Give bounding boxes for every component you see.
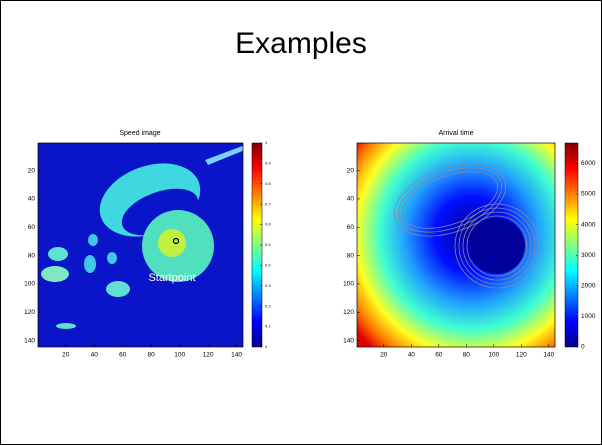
y-tick-label: 60 (347, 224, 355, 231)
colorbar-tick-label: 1000 (581, 313, 596, 320)
y-tick-label: 100 (343, 281, 354, 288)
y-tick-label: 20 (347, 167, 355, 174)
x-tick-label: 60 (119, 352, 127, 359)
page: {"title": "Examples", "panels": [ {"titl… (0, 0, 602, 445)
colorbar-tick-label: 0.4 (265, 262, 271, 267)
colorbar-tick-label: 0.9 (265, 160, 271, 165)
x-tick-label: 120 (203, 352, 214, 359)
arrival-image (357, 143, 555, 347)
colorbar-tick-label: 0.7 (265, 201, 271, 206)
y-tick-label: 20 (28, 167, 36, 174)
colorbar-tick-label: 3000 (581, 252, 596, 259)
colorbar-tick-label: 0.3 (265, 283, 271, 288)
colorbar-tick-label: 6000 (581, 160, 596, 167)
y-tick-label: 120 (24, 309, 35, 316)
colorbar-tick-label: 2000 (581, 283, 596, 290)
y-tick-label: 60 (28, 224, 36, 231)
colorbar-tick-label: 0.6 (265, 222, 271, 227)
slide-title: Examples (235, 27, 367, 60)
y-tick-label: 80 (347, 252, 355, 259)
x-tick-label: 100 (174, 352, 185, 359)
colorbar-tick-label: 4000 (581, 221, 596, 228)
y-tick-label: 140 (24, 337, 35, 344)
x-tick-label: 40 (91, 352, 99, 359)
x-tick-label: 60 (435, 352, 443, 359)
panel-title: Speed image (119, 130, 160, 137)
colorbar-tick-label: 0 (581, 344, 585, 351)
colorbar-tick-label: 0.1 (265, 324, 271, 329)
x-tick-label: 100 (488, 352, 499, 359)
y-tick-label: 140 (343, 337, 354, 344)
x-tick-label: 20 (380, 352, 388, 359)
x-tick-label: 20 (62, 352, 70, 359)
y-tick-label: 40 (347, 196, 355, 203)
x-tick-label: 80 (463, 352, 471, 359)
colorbar-tick-label: 5000 (581, 191, 596, 198)
y-tick-label: 100 (24, 281, 35, 288)
speed-image (38, 143, 245, 347)
y-tick-label: 80 (28, 252, 36, 259)
colorbar-tick-label: 0.5 (265, 242, 271, 247)
y-tick-label: 120 (343, 309, 354, 316)
x-tick-label: 40 (408, 352, 416, 359)
panel-title: Arrival time (438, 130, 473, 137)
x-tick-label: 140 (231, 352, 242, 359)
slide: Examples Startpoint Speed image (0, 0, 602, 445)
x-tick-label: 140 (543, 352, 554, 359)
colorbar-tick-label: 0.8 (265, 181, 271, 186)
x-tick-label: 80 (148, 352, 156, 359)
y-tick-label: 40 (28, 196, 36, 203)
x-tick-label: 120 (516, 352, 527, 359)
annotation: Startpoint (148, 272, 195, 284)
colorbar-tick-label: 0.2 (265, 303, 271, 308)
